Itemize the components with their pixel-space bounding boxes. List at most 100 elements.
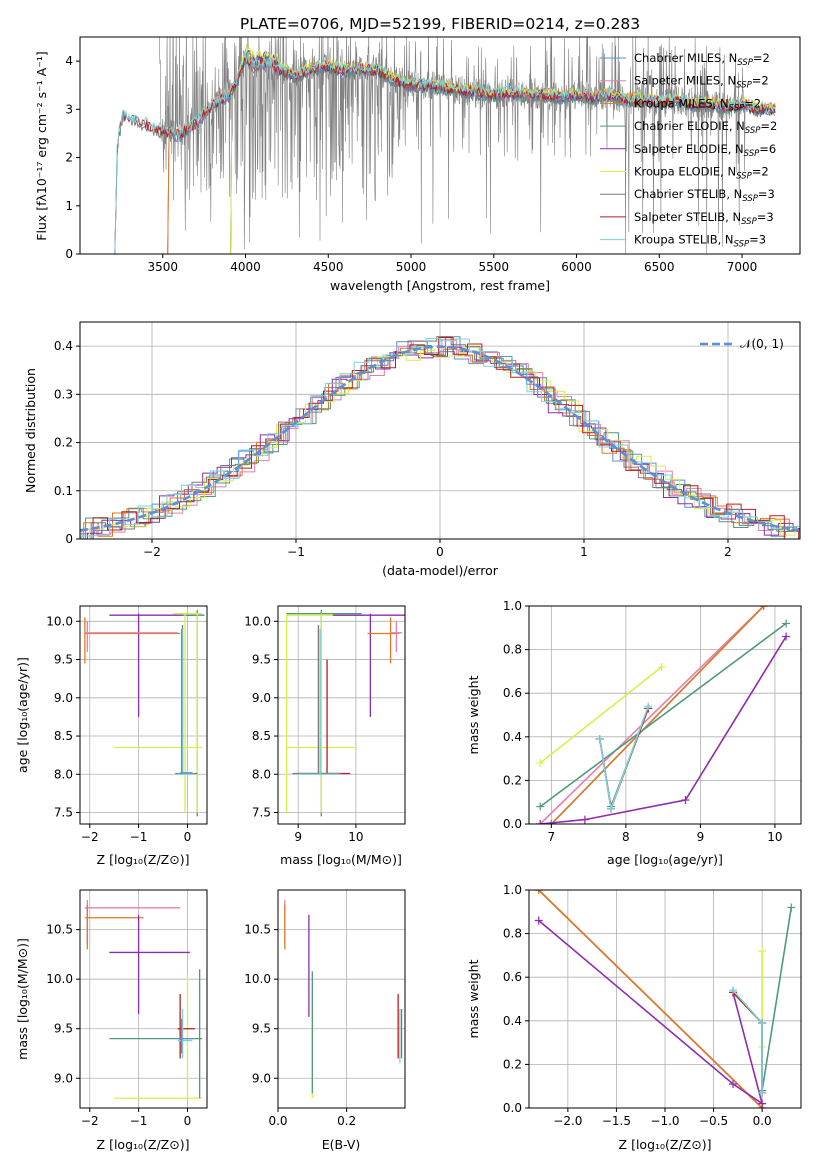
weight-line-chabrier-elodie bbox=[761, 907, 793, 1091]
y-tick-label: 0 bbox=[65, 532, 73, 546]
x-tick-label: 0 bbox=[184, 830, 192, 844]
weight-marker bbox=[606, 804, 615, 813]
weight-marker bbox=[595, 734, 604, 743]
x-tick-label: 0.0 bbox=[753, 1114, 772, 1128]
weight-marker bbox=[536, 802, 545, 811]
y-tick-label: 0.8 bbox=[503, 643, 522, 657]
x-tick-label: 9 bbox=[697, 830, 705, 844]
plot-area bbox=[534, 890, 796, 1108]
weight-marker bbox=[534, 916, 543, 925]
legend-subscript: SSP bbox=[736, 81, 752, 91]
x-tick-label: 8 bbox=[622, 830, 630, 844]
spectrum-frame bbox=[79, 36, 801, 255]
figure-title: PLATE=0706, MJD=52199, FIBERID=0214, z=0… bbox=[240, 15, 640, 33]
y-tick-label: 0.2 bbox=[503, 773, 522, 787]
plot-area bbox=[284, 899, 403, 1099]
legend-value: =3 bbox=[758, 187, 775, 201]
y-tick-label: 1 bbox=[65, 199, 73, 213]
legend-subscript: SSP bbox=[736, 172, 752, 182]
weight-line-kroupa-stelib bbox=[732, 989, 763, 1093]
x-axis-label: wavelength [Angstrom, rest frame] bbox=[330, 278, 550, 293]
x-tick-label: −1.5 bbox=[602, 1114, 631, 1128]
x-tick-label: 5000 bbox=[396, 260, 427, 274]
y-tick-label: 10.0 bbox=[46, 614, 73, 628]
y-tick-label: 10.0 bbox=[244, 614, 271, 628]
residual-histogram-kroupa-miles bbox=[80, 347, 800, 539]
legend-normal-label: 𝒩(0, 1) bbox=[740, 337, 784, 351]
x-tick-label: −1 bbox=[130, 1114, 148, 1128]
age-vs-Z-panel: −2 −1 0 7.5 8.0 8.5 9.0 9.5 10.0 bbox=[46, 605, 208, 844]
weight-marker bbox=[758, 947, 767, 956]
x-tick-label: 1 bbox=[580, 545, 588, 559]
residual-frame bbox=[79, 321, 801, 540]
y-tick-label: 0.2 bbox=[503, 1057, 522, 1071]
legend-subscript: SSP bbox=[741, 217, 757, 227]
age-Z-ylabel: age [log₁₀(age/yr)] bbox=[15, 657, 30, 773]
weight-marker bbox=[782, 619, 791, 628]
weight-marker bbox=[547, 820, 556, 824]
y-tick-label: 1.0 bbox=[503, 599, 522, 613]
plot-area bbox=[114, 37, 776, 254]
y-tick-label: 0.4 bbox=[54, 339, 73, 353]
y-tick-label: 10.0 bbox=[46, 972, 73, 986]
weight-marker bbox=[580, 815, 589, 824]
legend-value: =2 bbox=[752, 165, 769, 179]
x-tick-label: 0.0 bbox=[268, 1114, 287, 1128]
x-axis-label: (data-model)/error bbox=[382, 563, 499, 578]
legend-entry: Chabrier STELIB, NSSP=3 bbox=[634, 187, 775, 204]
weight-marker bbox=[758, 1018, 767, 1027]
y-tick-label: 0.6 bbox=[503, 686, 522, 700]
y-tick-label: 9.5 bbox=[54, 1022, 73, 1036]
weight-line-kroupa-elodie bbox=[539, 666, 663, 764]
age-Z-frame bbox=[79, 605, 208, 825]
y-tick-label: 10.0 bbox=[244, 972, 271, 986]
x-tick-label: 0 bbox=[436, 545, 444, 559]
residual-histogram-kroupa-stelib bbox=[80, 337, 800, 539]
x-tick-label: −1 bbox=[130, 830, 148, 844]
weight-marker bbox=[729, 986, 737, 995]
spectrum-panel: 3500 4000 4500 5000 5500 6000 6500 7000 0 1 2 3 4 wav… bbox=[34, 36, 801, 293]
x-tick-label: −1.0 bbox=[650, 1114, 679, 1128]
x-tick-label: −0.5 bbox=[699, 1114, 728, 1128]
y-tick-label: 8.5 bbox=[252, 729, 271, 743]
legend-entry: Salpeter ELODIE, NSSP=6 bbox=[634, 142, 776, 159]
y-tick-label: 9.5 bbox=[54, 653, 73, 667]
legend-entry: Salpeter STELIB, NSSP=3 bbox=[634, 210, 774, 227]
x-tick-label: 0 bbox=[184, 1114, 192, 1128]
weight-marker bbox=[759, 606, 768, 610]
x-tick-label: 4000 bbox=[230, 260, 261, 274]
x-tick-label: 9 bbox=[294, 830, 302, 844]
weight-marker bbox=[657, 663, 666, 672]
y-tick-label: 9.0 bbox=[252, 1071, 271, 1085]
y-tick-label: 0.1 bbox=[54, 484, 73, 498]
mass-Z-frame bbox=[79, 889, 208, 1109]
y-tick-label: 2 bbox=[65, 151, 73, 165]
model-spectrum-salpeter-stelib bbox=[114, 54, 775, 254]
y-tick-label: 8.0 bbox=[54, 767, 73, 781]
mass-vs-ebv-panel: 0.0 0.2 9.0 9.5 10.0 10.5 bbox=[244, 889, 406, 1128]
plot-area bbox=[84, 899, 203, 1099]
plot-area bbox=[286, 609, 405, 817]
residual-histogram-kroupa-elodie bbox=[80, 346, 800, 539]
legend-value: =3 bbox=[749, 233, 766, 247]
plot-area bbox=[536, 606, 791, 824]
legend-value: =3 bbox=[757, 210, 774, 224]
y-tick-label: 9.5 bbox=[252, 1022, 271, 1036]
y-tick-label: 10.5 bbox=[244, 923, 271, 937]
plot-area bbox=[84, 609, 205, 817]
legend-subscript: SSP bbox=[744, 149, 760, 159]
x-tick-label: 3500 bbox=[147, 260, 178, 274]
y-tick-label: 9.5 bbox=[252, 653, 271, 667]
legend-entry: Kroupa STELIB, NSSP=3 bbox=[634, 233, 766, 250]
mass-Z-ylabel: mass [log₁₀(M/M⊙)] bbox=[15, 938, 30, 1060]
residual-histogram-chabrier-elodie bbox=[80, 336, 800, 539]
weight-age-ylabel: mass weight bbox=[466, 675, 481, 754]
weight-age-frame bbox=[528, 605, 802, 825]
age-vs-mass-panel: 9 10 7.5 8.0 8.5 9.0 9.5 10.0 bbox=[244, 605, 406, 844]
weight-line-kroupa-miles bbox=[550, 606, 765, 824]
weight-marker bbox=[729, 1080, 737, 1089]
x-tick-label: −2.0 bbox=[553, 1114, 582, 1128]
x-tick-label: 6500 bbox=[644, 260, 675, 274]
weight-line-kroupa-miles bbox=[538, 890, 763, 1108]
